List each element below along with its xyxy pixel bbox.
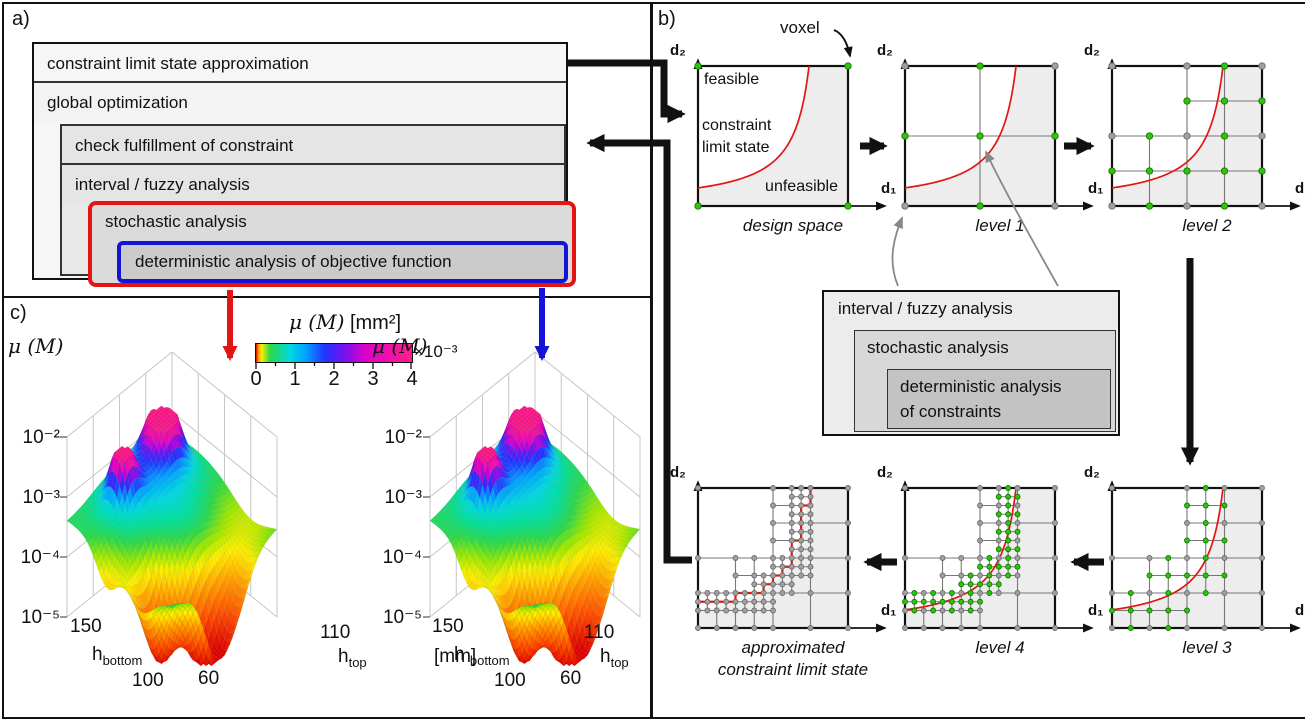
level-1-voxel-grid xyxy=(895,54,1105,226)
grid-caption: approximated xyxy=(688,638,898,658)
level-4-voxel-grid xyxy=(895,476,1105,648)
grid-level-3: d₂ d₁ level 3 xyxy=(1102,476,1305,712)
feasible-label: feasible xyxy=(704,71,759,89)
h-bottom-tick-150: 150 xyxy=(432,616,464,638)
analysis-stack: constraint limit state approximation glo… xyxy=(32,42,568,280)
h-bottom-tick-100: 100 xyxy=(132,670,164,692)
constraint-limit-state-label-1: constraint xyxy=(702,117,771,135)
z-tick: 10⁻⁵ xyxy=(4,606,60,629)
panel-a: a) constraint limit state approximation … xyxy=(2,2,652,298)
nested-analysis-box: interval / fuzzy analysis stochastic ana… xyxy=(822,290,1120,436)
h-bottom-tick-100: 100 xyxy=(494,670,526,692)
h-top-tick-60: 60 xyxy=(198,668,219,690)
axis-d1-label: d₁ xyxy=(881,602,896,619)
grid-level-4: d₂ d₁ level 4 xyxy=(895,476,1105,712)
h-bottom-axis-label: h bottom xyxy=(454,644,510,668)
axis-d1-label: d₁ xyxy=(1088,602,1103,619)
approximated-voxel-grid xyxy=(688,476,898,648)
nest-deterministic-line1: deterministic analysis xyxy=(900,377,1062,396)
axis-d1-label: d₁ xyxy=(1295,180,1305,197)
axis-d2-label: d₂ xyxy=(877,42,893,59)
level-3-voxel-grid xyxy=(1102,476,1305,648)
constraint-limit-state-label-2: limit state xyxy=(702,139,770,157)
axis-d1-label: d₁ xyxy=(1295,602,1305,619)
colorbar-tick-4: 4 xyxy=(400,368,424,391)
panel-c: c) μ (M) [mm²] ×10⁻³ 0 1 2 3 4 μ (M) 10⁻… xyxy=(2,296,652,719)
grid-caption: level 4 xyxy=(895,638,1105,658)
nest-deterministic-box: deterministic analysis of constraints xyxy=(887,369,1111,429)
unfeasible-label: unfeasible xyxy=(696,178,838,196)
z-axis-title-left: μ (M) xyxy=(8,334,63,358)
colorbar-title: μ (M) [mm²] xyxy=(230,310,460,335)
colorbar-tick-0: 0 xyxy=(244,368,268,391)
colorbar-tick-3: 3 xyxy=(361,368,385,391)
h-top-tick-60: 60 xyxy=(560,668,581,690)
h-bottom-tick-150: 150 xyxy=(70,616,102,638)
colorbar-tick-1: 1 xyxy=(283,368,307,391)
z-axis-title-right: μ (M) xyxy=(372,334,427,358)
panel-b: b) d₂ d₁ feasible constraint limit state… xyxy=(651,2,1305,719)
level-2-voxel-grid xyxy=(1102,54,1305,226)
axis-d2-label: d₂ xyxy=(670,464,686,481)
colorbar-tick-2: 2 xyxy=(322,368,346,391)
colorbar-title-math: μ (M) xyxy=(289,310,344,334)
box-constraint-limit-state-approximation: constraint limit state approximation xyxy=(34,44,566,83)
z-tick: 10⁻² xyxy=(366,426,422,449)
grid-level-2: d₂ d₁ level 2 xyxy=(1102,54,1305,290)
grid-level-1: d₂ d₁ level 1 xyxy=(895,54,1105,290)
z-tick: 10⁻³ xyxy=(366,486,422,509)
colorbar-title-unit: [mm²] xyxy=(350,312,401,334)
grid-caption-line2: constraint limit state xyxy=(676,660,910,680)
box-deterministic-objective: deterministic analysis of objective func… xyxy=(117,241,568,283)
h-top-axis-label: htop xyxy=(338,646,367,670)
grid-caption: level 2 xyxy=(1102,216,1305,236)
box-interval-fuzzy: interval / fuzzy analysis xyxy=(62,165,564,204)
nest-deterministic-line2: of constraints xyxy=(900,402,1001,421)
panel-a-label: a) xyxy=(12,8,30,31)
h-top-tick-110: 110 xyxy=(320,622,350,644)
box-check-fulfillment: check fulfillment of constraint xyxy=(62,126,564,165)
grid-approximated: d₂ d₁ approximated constraint limit stat… xyxy=(688,476,898,712)
nest-interval-fuzzy-label: interval / fuzzy analysis xyxy=(838,299,1013,319)
panel-c-label: c) xyxy=(10,302,27,325)
box-stochastic-analysis-label: stochastic analysis xyxy=(92,205,572,241)
z-tick: 10⁻³ xyxy=(4,486,60,509)
nest-stochastic-label: stochastic analysis xyxy=(867,338,1009,358)
h-top-tick-110: 110 xyxy=(584,622,614,644)
grid-caption: design space xyxy=(688,216,898,236)
box-global-optimization: global optimization xyxy=(34,83,566,122)
voxel-label: voxel xyxy=(780,18,820,38)
grid-design-space: d₂ d₁ feasible constraint limit state un… xyxy=(688,54,898,290)
z-tick: 10⁻⁵ xyxy=(366,606,422,629)
nest-stochastic-box: stochastic analysis deterministic analys… xyxy=(854,330,1116,432)
box-stochastic-analysis: stochastic analysis deterministic analys… xyxy=(88,201,576,287)
z-tick: 10⁻⁴ xyxy=(4,546,60,569)
grid-caption: level 1 xyxy=(895,216,1105,236)
axis-d2-label: d₂ xyxy=(670,42,686,59)
z-tick: 10⁻² xyxy=(4,426,60,449)
grid-caption: level 3 xyxy=(1102,638,1305,658)
z-tick: 10⁻⁴ xyxy=(366,546,422,569)
h-top-axis-label: htop xyxy=(600,646,629,670)
panel-b-label: b) xyxy=(658,8,676,31)
axis-d2-label: d₂ xyxy=(1084,42,1100,59)
h-bottom-axis-label: hbottom xyxy=(92,644,142,668)
